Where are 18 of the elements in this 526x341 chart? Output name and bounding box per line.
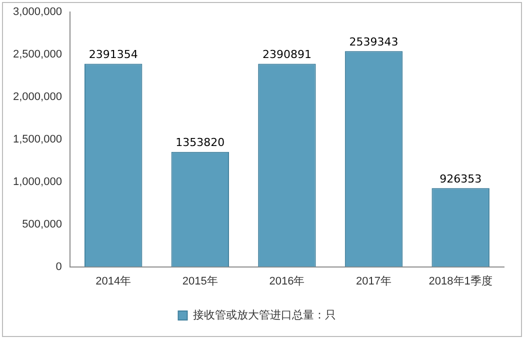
data-label: 2539343 [349, 35, 398, 48]
y-tick-label: 2,500,000 [13, 48, 62, 60]
x-tick-label: 2015年 [182, 275, 218, 288]
x-tick-label: 2014年 [96, 275, 132, 288]
y-tick-label: 1,000,000 [13, 176, 62, 188]
y-tick-label: 1,500,000 [13, 133, 62, 146]
legend-label: 接收管或放大管进口总量：只 [192, 308, 336, 322]
x-tick-label: 2016年 [269, 275, 305, 288]
y-tick-label: 2,000,000 [13, 90, 62, 103]
data-label: 2390891 [262, 48, 312, 62]
x-tick-label: 2018年1季度 [428, 274, 492, 288]
data-label: 926353 [440, 172, 482, 186]
y-tick-label: 3,000,000 [13, 6, 62, 18]
data-label: 1353820 [176, 136, 225, 150]
y-tick-label: 500,000 [22, 218, 62, 230]
y-tick-label: 0 [56, 260, 62, 273]
data-label: 2391354 [88, 48, 138, 62]
x-tick-label: 2017年 [356, 275, 392, 288]
